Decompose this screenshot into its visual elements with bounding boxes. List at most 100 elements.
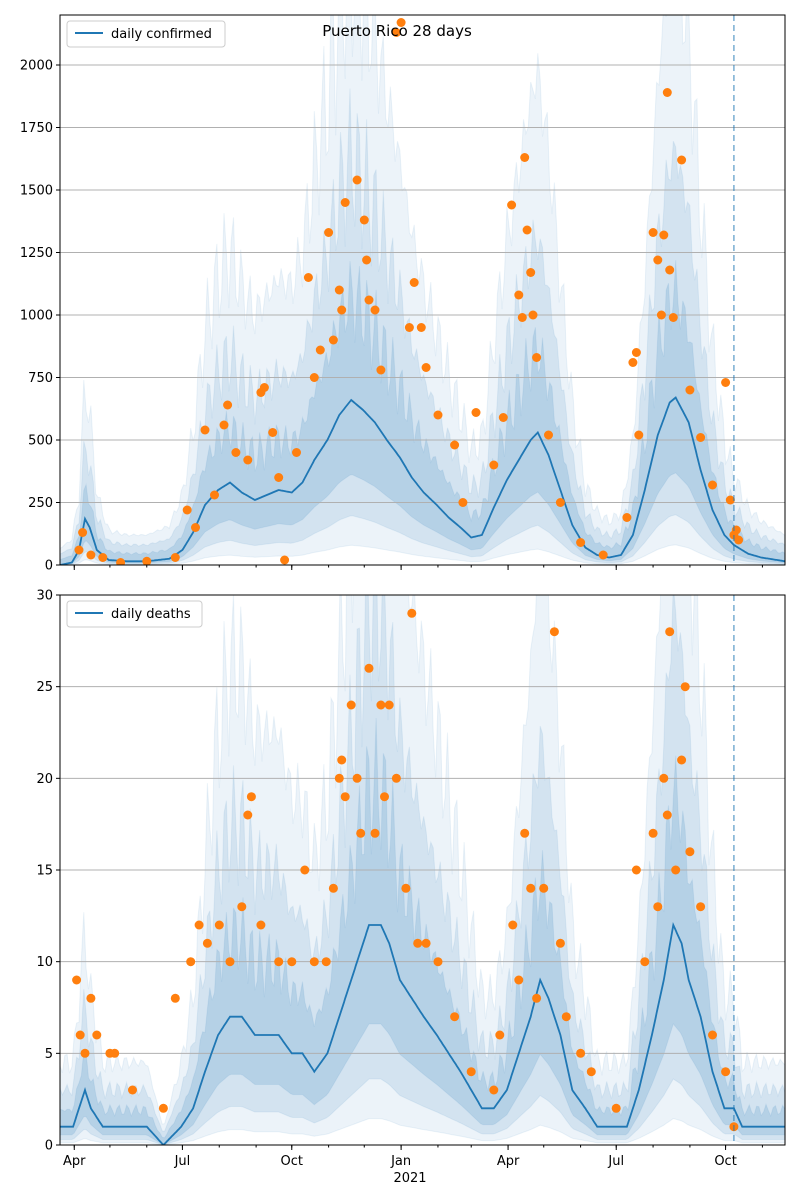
deaths-series	[60, 922, 785, 1145]
confirmed-uncertainty-bands	[60, 15, 785, 565]
data-point	[544, 430, 553, 440]
data-point	[268, 428, 278, 437]
data-point	[191, 523, 200, 532]
data-point	[508, 920, 518, 930]
data-point	[640, 957, 650, 967]
data-point	[404, 323, 414, 332]
data-point	[517, 313, 527, 322]
data-point	[659, 230, 669, 240]
data-point	[256, 920, 266, 930]
data-point	[421, 938, 431, 948]
data-point	[340, 198, 350, 207]
data-point	[359, 215, 369, 225]
data-point	[421, 363, 431, 372]
data-point	[98, 553, 108, 562]
data-point	[489, 460, 499, 470]
data-point	[259, 383, 269, 392]
data-point	[225, 957, 235, 967]
data-point	[200, 425, 210, 435]
data-point	[158, 1103, 168, 1113]
data-point	[274, 957, 284, 967]
data-point	[662, 810, 672, 820]
y-tick-label: 250	[28, 496, 53, 511]
data-point	[280, 555, 290, 565]
data-point	[86, 550, 96, 560]
y-tick-label: 750	[28, 371, 53, 386]
deaths-legend: daily deaths	[66, 600, 203, 628]
confirmed-axes-frame	[59, 14, 786, 566]
uncertainty-band	[60, 717, 785, 1145]
data-point	[532, 353, 542, 362]
data-point	[292, 448, 301, 457]
data-point	[214, 920, 224, 930]
data-point	[433, 410, 443, 420]
data-point	[352, 175, 362, 185]
data-point	[628, 358, 638, 367]
data-point	[315, 345, 325, 355]
uncertainty-band	[60, 88, 785, 565]
data-point	[634, 430, 644, 440]
x-tick-label: Oct	[281, 1154, 303, 1169]
deaths-panel: 0 5 10 15 20 25 30 Apr Jul Oct Jan Apr Jul Oct daily…	[36, 589, 786, 1186]
data-point	[458, 498, 468, 507]
data-point	[413, 938, 423, 948]
x-axis-year-label: 2021	[393, 1171, 426, 1186]
data-point	[708, 480, 717, 490]
data-point	[78, 528, 88, 537]
y-tick-label: 20	[36, 772, 53, 787]
data-point	[202, 938, 212, 948]
data-point	[74, 545, 84, 555]
data-point	[648, 828, 658, 838]
confirmed-y-axis: 0 250 500 750 1000 1250 1500 1750 2000	[20, 59, 60, 574]
x-tick-label: Oct	[714, 1154, 736, 1169]
x-tick-label: Apr	[63, 1154, 86, 1169]
data-point	[182, 505, 192, 515]
data-point	[324, 228, 334, 237]
data-point	[631, 348, 641, 357]
data-point	[526, 883, 536, 893]
data-point	[598, 550, 608, 560]
data-point	[576, 1048, 586, 1058]
data-point	[370, 828, 380, 838]
data-point	[309, 373, 319, 382]
data-point	[110, 1048, 120, 1058]
data-point	[223, 400, 233, 410]
data-point	[86, 993, 96, 1003]
data-point	[364, 295, 374, 305]
x-tick-label: Jul	[607, 1154, 624, 1169]
chart-title: Puerto Rico 28 days	[322, 22, 472, 40]
data-point	[346, 700, 356, 710]
data-point	[555, 938, 565, 948]
deaths-legend-label: daily deaths	[111, 607, 191, 622]
data-point	[526, 268, 536, 277]
confirmed-panel: 0 250 500 750 1000 1250 1500 1750 2000 daily con…	[20, 14, 786, 574]
data-point	[75, 1030, 85, 1040]
y-tick-label: 15	[36, 864, 53, 879]
data-point	[352, 773, 362, 783]
data-point	[303, 273, 313, 282]
confirmed-legend-label: daily confirmed	[111, 27, 212, 42]
y-tick-label: 2000	[20, 59, 53, 74]
data-point	[489, 1085, 499, 1095]
data-point	[309, 957, 319, 967]
data-point	[514, 290, 524, 300]
data-point	[274, 473, 284, 482]
data-point	[337, 305, 347, 315]
data-point	[407, 608, 417, 618]
y-tick-label: 0	[45, 559, 53, 574]
data-point	[659, 773, 669, 783]
data-point	[561, 1012, 571, 1022]
data-point	[656, 310, 666, 320]
y-tick-label: 1250	[20, 246, 53, 261]
data-point	[648, 228, 658, 237]
data-point	[92, 1030, 102, 1040]
data-point	[555, 498, 565, 507]
data-point	[696, 902, 706, 912]
data-point	[334, 285, 344, 295]
data-point	[450, 440, 460, 450]
y-tick-label: 1000	[20, 309, 53, 324]
data-point	[611, 1103, 621, 1113]
data-point	[685, 847, 695, 857]
data-point	[391, 773, 401, 783]
